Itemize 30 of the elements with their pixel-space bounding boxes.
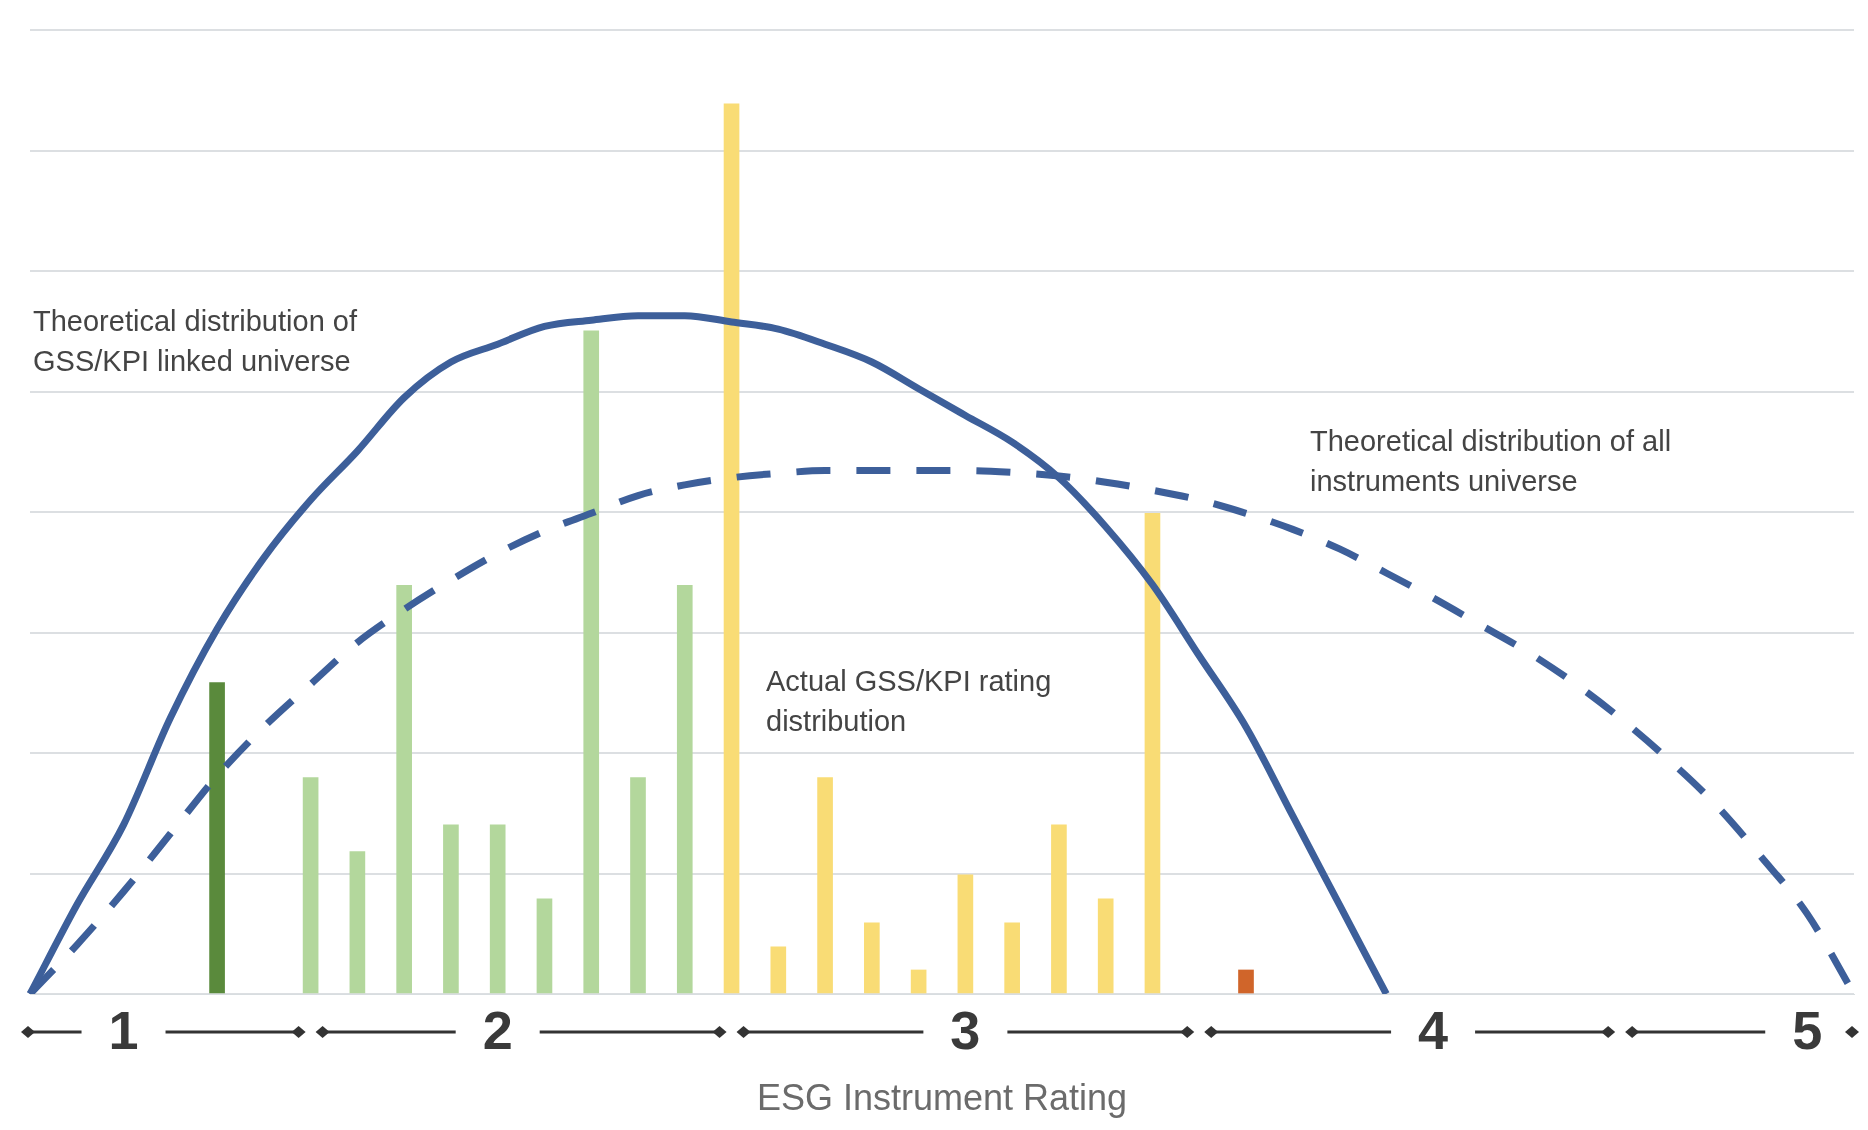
- series-label: Actual GSS/KPI rating distribution: [766, 664, 1052, 737]
- bar: [1051, 824, 1067, 994]
- bar: [349, 851, 366, 994]
- x-tick-label: 5: [1792, 1000, 1823, 1061]
- series-label: Theoretical distribution of all instruments universe: [1310, 424, 1672, 497]
- bar: [489, 824, 506, 994]
- bar: [864, 922, 880, 994]
- x-axis-title: ESG Instrument Rating: [756, 1077, 1128, 1119]
- bar: [536, 898, 553, 994]
- bar: [209, 682, 225, 994]
- bar: [443, 824, 459, 994]
- x-tick-label: 1: [108, 1000, 139, 1061]
- x-tick-label: 3: [950, 1000, 981, 1061]
- bar: [1144, 513, 1161, 994]
- bar: [1097, 898, 1114, 994]
- bar: [302, 777, 319, 994]
- bar: [957, 874, 974, 994]
- bar: [770, 946, 787, 994]
- x-tick-label: 2: [482, 1000, 513, 1061]
- bar: [583, 330, 600, 994]
- series-label: Theoretical distribution of GSS/KPI linked universe: [33, 304, 358, 377]
- x-tick-label: 4: [1418, 1000, 1449, 1061]
- bar: [723, 103, 740, 994]
- bar: [1004, 922, 1020, 994]
- bar: [910, 969, 927, 994]
- bar: [1238, 969, 1254, 994]
- bar: [817, 777, 833, 994]
- bar: [396, 585, 412, 994]
- bar: [676, 585, 693, 994]
- bar: [630, 777, 646, 994]
